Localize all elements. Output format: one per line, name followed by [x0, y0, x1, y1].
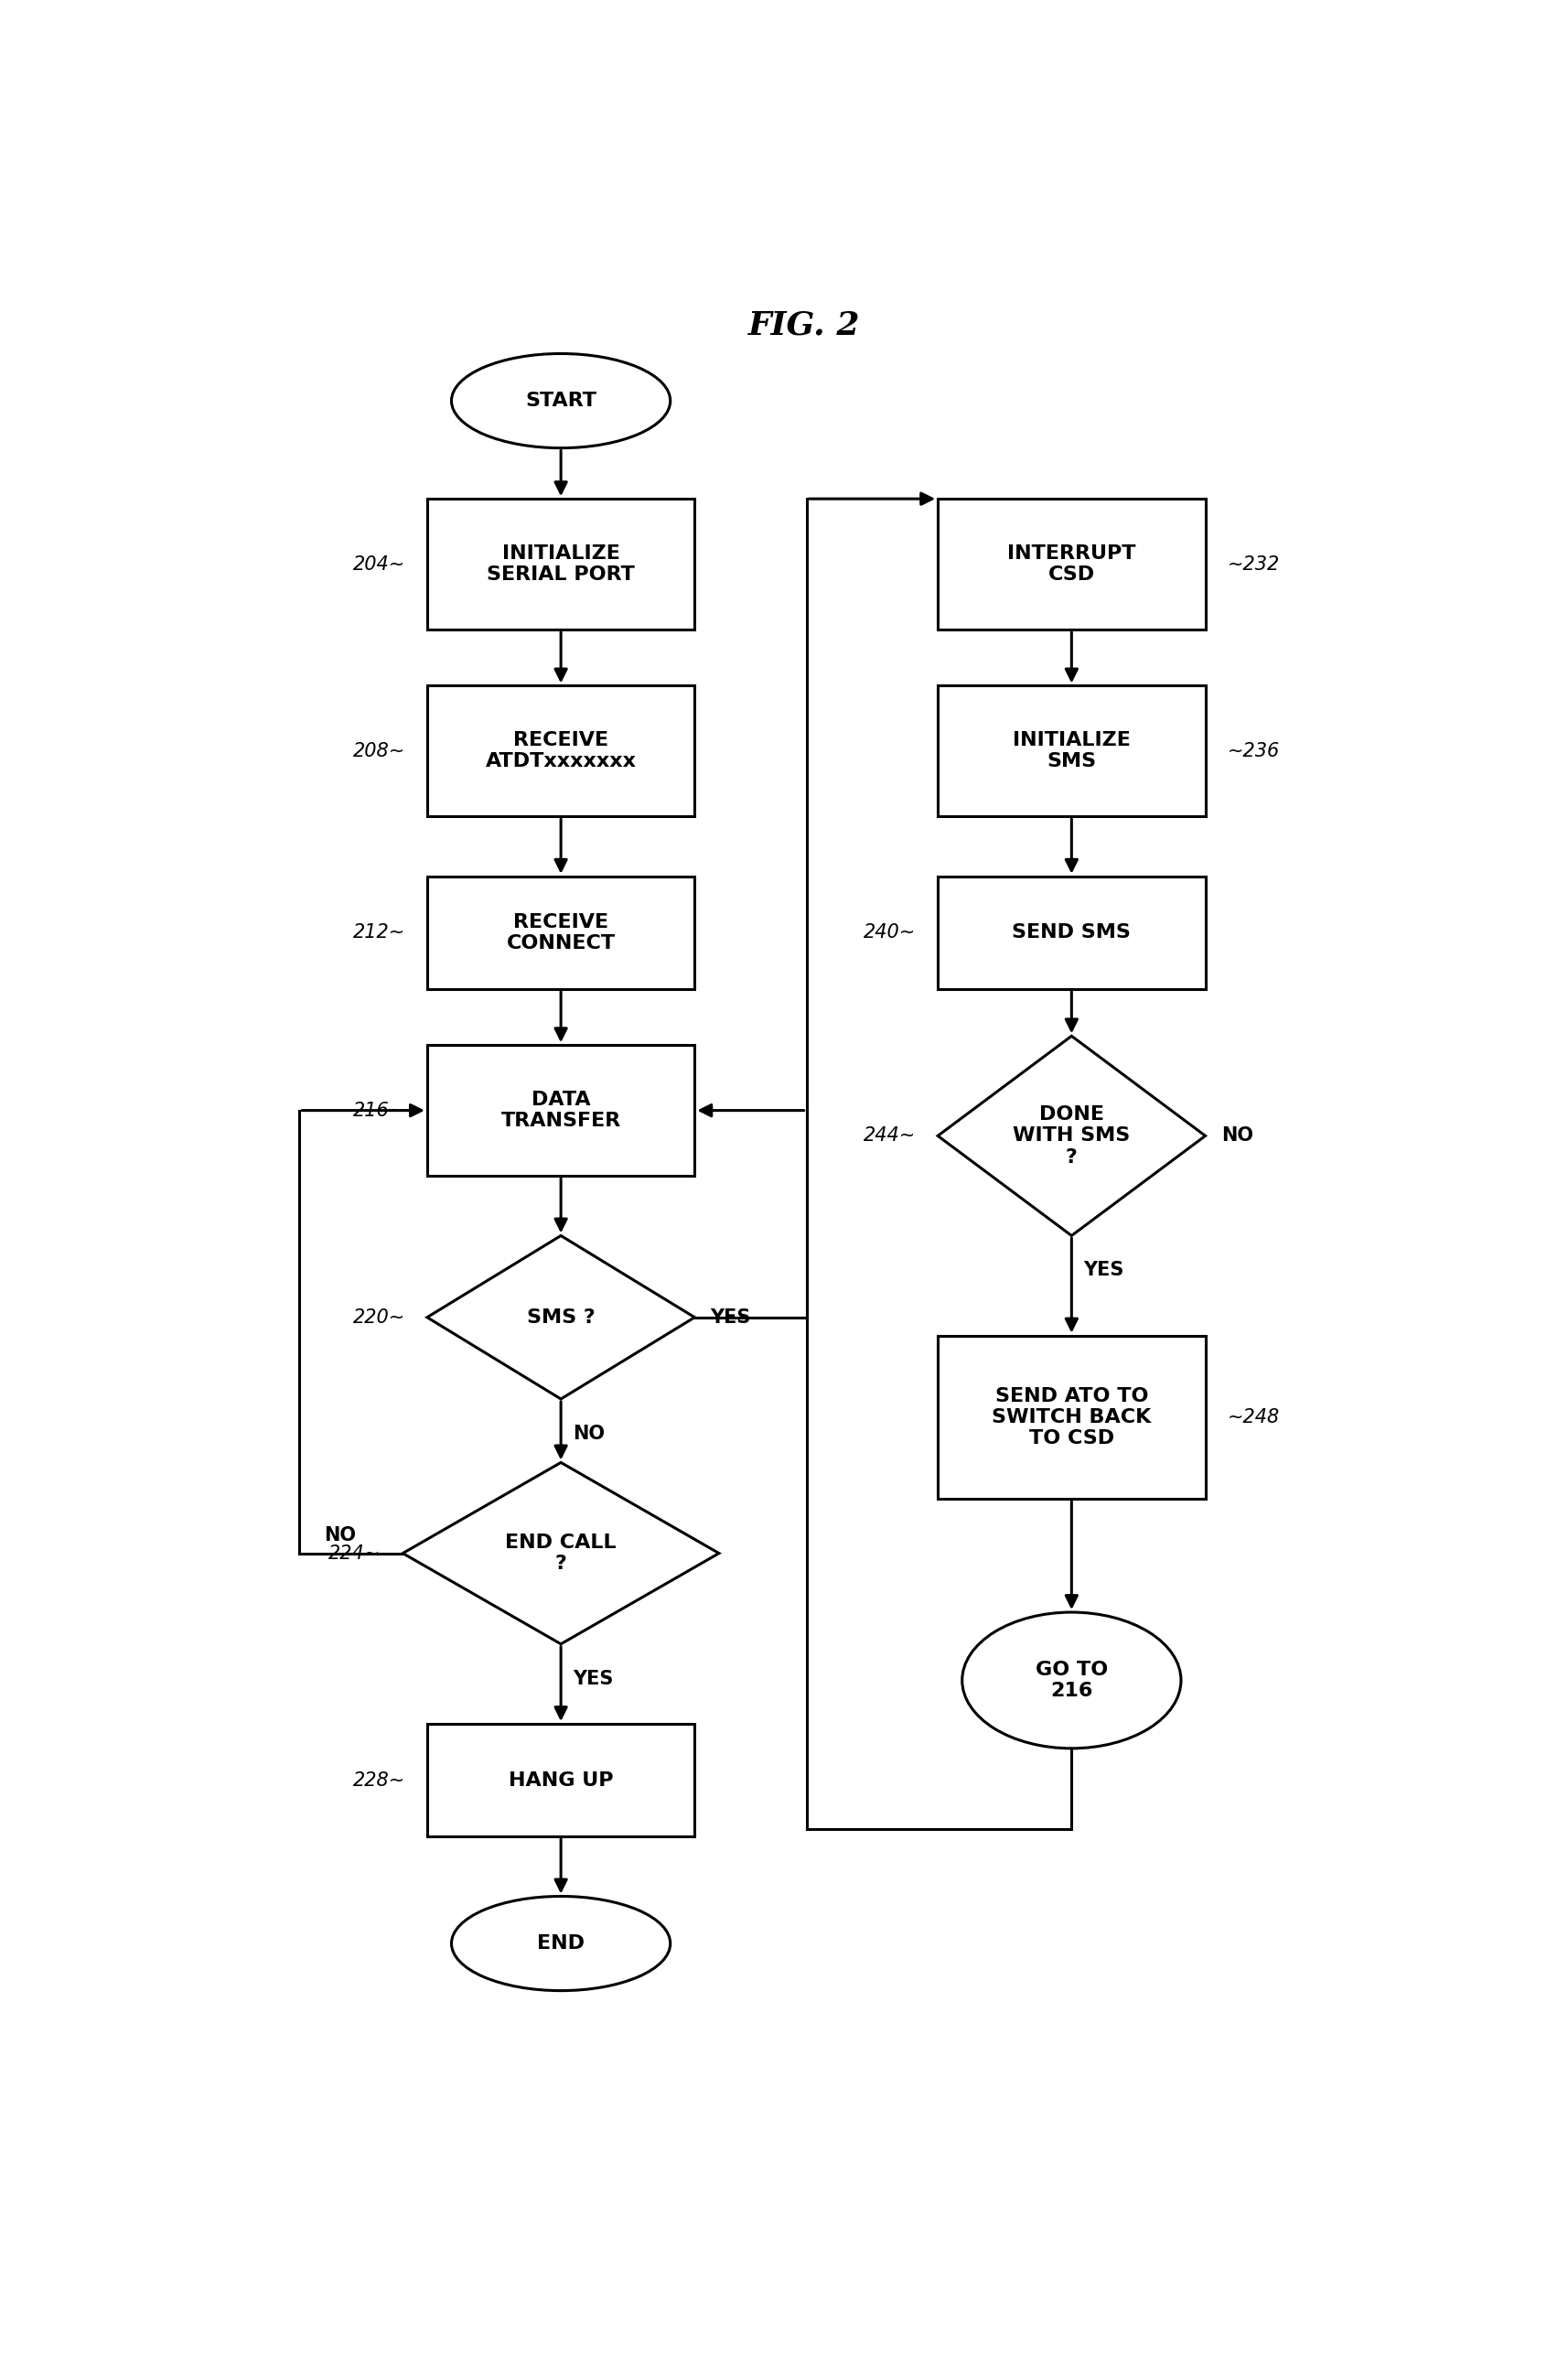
Text: 244~: 244~: [862, 1127, 916, 1146]
Text: END: END: [536, 1935, 585, 1952]
Bar: [426, 1723, 695, 1836]
Polygon shape: [403, 1461, 718, 1645]
Text: HANG UP: HANG UP: [508, 1770, 613, 1789]
Text: INTERRUPT
CSD: INTERRUPT CSD: [1007, 544, 1135, 585]
Bar: [426, 877, 695, 990]
Text: GO TO
216: GO TO 216: [1035, 1662, 1107, 1699]
Text: YES: YES: [572, 1669, 613, 1688]
Bar: [426, 500, 695, 629]
Text: INITIALIZE
SMS: INITIALIZE SMS: [1011, 731, 1131, 771]
Text: SEND ATO TO
SWITCH BACK
TO CSD: SEND ATO TO SWITCH BACK TO CSD: [991, 1386, 1151, 1447]
Bar: [938, 877, 1204, 990]
Text: INITIALIZE
SERIAL PORT: INITIALIZE SERIAL PORT: [486, 544, 635, 585]
Text: NO: NO: [323, 1525, 356, 1544]
Text: YES: YES: [1083, 1261, 1124, 1280]
Ellipse shape: [961, 1612, 1181, 1749]
Bar: [938, 1336, 1204, 1499]
Text: NO: NO: [572, 1424, 605, 1442]
Bar: [938, 686, 1204, 816]
Text: 212~: 212~: [353, 924, 405, 943]
Bar: [938, 500, 1204, 629]
Text: DONE
WITH SMS
?: DONE WITH SMS ?: [1013, 1105, 1129, 1167]
Text: START: START: [525, 391, 596, 410]
Text: 204~: 204~: [353, 554, 405, 573]
Text: DATA
TRANSFER: DATA TRANSFER: [500, 1091, 621, 1131]
Text: 224~: 224~: [328, 1544, 381, 1563]
Ellipse shape: [452, 1897, 670, 1992]
Text: 240~: 240~: [862, 924, 916, 943]
Text: 208~: 208~: [353, 742, 405, 761]
Text: ~232: ~232: [1226, 554, 1279, 573]
Text: 220~: 220~: [353, 1308, 405, 1327]
Bar: [426, 686, 695, 816]
Polygon shape: [938, 1037, 1204, 1235]
Text: 216~: 216~: [353, 1101, 405, 1120]
Text: SMS ?: SMS ?: [527, 1308, 594, 1327]
Text: SEND SMS: SEND SMS: [1011, 924, 1131, 943]
Text: ~236: ~236: [1226, 742, 1279, 761]
Polygon shape: [426, 1235, 695, 1400]
Bar: [426, 1044, 695, 1176]
Text: END CALL
?: END CALL ?: [505, 1534, 616, 1572]
Text: FIG. 2: FIG. 2: [748, 311, 859, 342]
Text: NO: NO: [1220, 1127, 1253, 1146]
Text: RECEIVE
ATDTxxxxxxx: RECEIVE ATDTxxxxxxx: [485, 731, 637, 771]
Text: 228~: 228~: [353, 1770, 405, 1789]
Ellipse shape: [452, 354, 670, 448]
Text: YES: YES: [710, 1308, 751, 1327]
Text: ~248: ~248: [1226, 1407, 1279, 1426]
Text: RECEIVE
CONNECT: RECEIVE CONNECT: [506, 912, 615, 952]
